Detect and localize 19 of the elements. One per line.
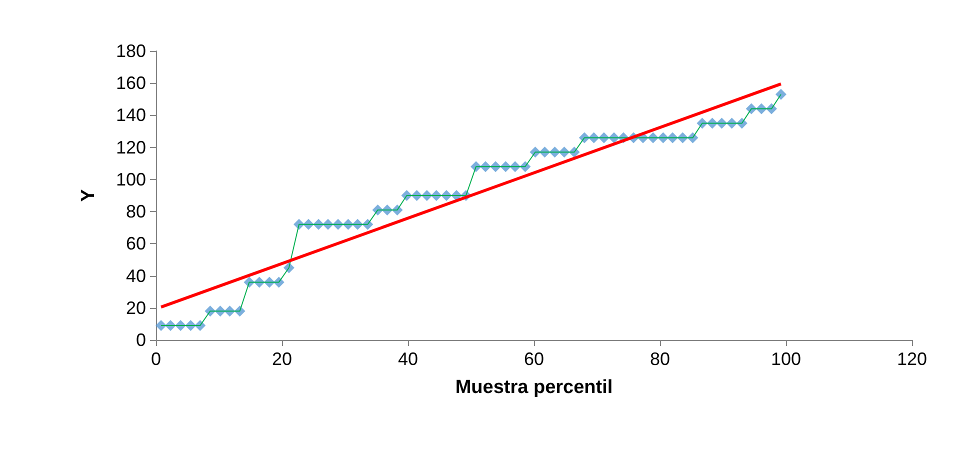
x-tick-label: 120	[896, 349, 928, 369]
y-tick-label: 140	[116, 105, 146, 126]
y-tick-label: 160	[116, 73, 146, 94]
y-axis-title: Y	[78, 188, 99, 202]
x-tick-label: 100	[770, 349, 802, 369]
y-tick-label: 60	[126, 234, 146, 254]
y-tick-label: 100	[116, 169, 146, 190]
x-axis-title: Muestra percentil	[455, 377, 613, 398]
y-tick-label: 0	[136, 330, 146, 350]
y-tick-label: 120	[116, 137, 146, 158]
y-tick-label: 40	[126, 266, 146, 286]
x-tick-label: 20	[272, 349, 292, 369]
x-tick-label: 0	[150, 349, 162, 369]
x-tick-label: 40	[398, 349, 418, 369]
x-tick-label: 80	[650, 349, 670, 369]
x-tick-label: 60	[524, 349, 544, 369]
y-tick-label: 180	[116, 41, 146, 61]
y-tick-label: 80	[126, 202, 146, 222]
y-tick-label: 20	[126, 298, 146, 318]
